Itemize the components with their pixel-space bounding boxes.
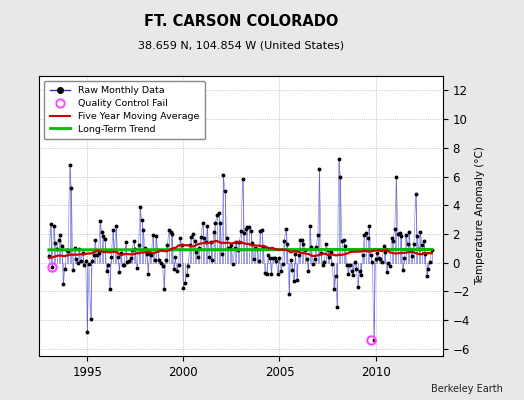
- Y-axis label: Temperature Anomaly (°C): Temperature Anomaly (°C): [475, 146, 485, 286]
- Text: 38.659 N, 104.854 W (United States): 38.659 N, 104.854 W (United States): [138, 40, 344, 50]
- Legend: Raw Monthly Data, Quality Control Fail, Five Year Moving Average, Long-Term Tren: Raw Monthly Data, Quality Control Fail, …: [44, 81, 205, 139]
- Text: Berkeley Earth: Berkeley Earth: [431, 384, 503, 394]
- Text: FT. CARSON COLORADO: FT. CARSON COLORADO: [144, 14, 338, 29]
